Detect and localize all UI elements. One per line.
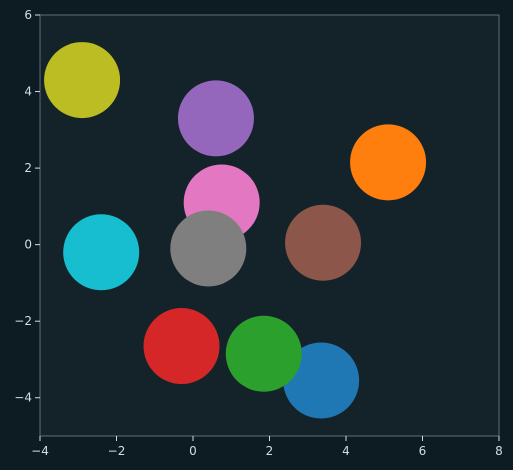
data-point-3 xyxy=(143,308,220,385)
x-tick-label: 4 xyxy=(342,444,350,458)
x-tick-label: −2 xyxy=(108,444,126,458)
data-point-8 xyxy=(285,204,362,281)
data-point-10 xyxy=(63,214,140,291)
y-tick-label: −2 xyxy=(14,314,32,328)
x-tick-label: 0 xyxy=(189,444,197,458)
x-axis: −4 −2 0 2 4 6 8 xyxy=(31,436,503,458)
x-tick-label: −4 xyxy=(31,444,49,458)
data-point-6 xyxy=(44,42,121,119)
y-tick-label: −4 xyxy=(14,391,32,405)
y-tick-label: 2 xyxy=(24,161,32,175)
x-tick-label: 2 xyxy=(266,444,274,458)
data-point-2 xyxy=(225,315,302,392)
y-tick-label: 0 xyxy=(24,238,32,252)
data-point-1 xyxy=(283,342,360,419)
x-tick-label: 8 xyxy=(495,444,503,458)
data-point-9 xyxy=(170,210,247,287)
data-points xyxy=(44,42,427,419)
y-tick-label: 6 xyxy=(24,8,32,22)
data-point-5 xyxy=(177,80,254,157)
data-point-7 xyxy=(350,124,427,201)
y-axis: −4 −2 0 2 4 6 xyxy=(14,8,40,405)
y-tick-label: 4 xyxy=(24,85,32,99)
x-tick-label: 6 xyxy=(419,444,427,458)
